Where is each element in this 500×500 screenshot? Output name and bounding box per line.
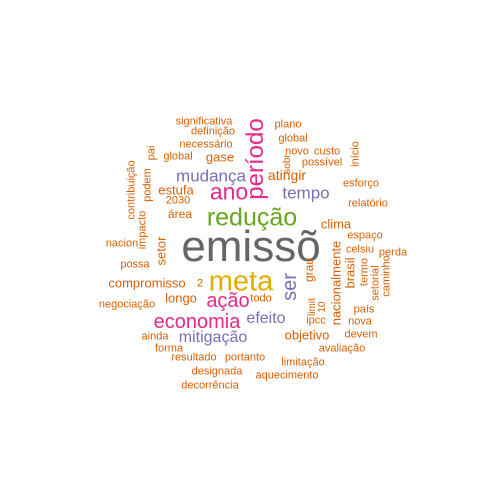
word-cloud-word: 2 — [196, 277, 204, 290]
word-cloud-word: possível — [301, 156, 343, 169]
word-cloud-word: relatório — [348, 197, 388, 210]
word-cloud-word: emissõ — [181, 222, 321, 271]
word-cloud-word: perda — [378, 246, 408, 259]
word-cloud-word: estufa — [158, 182, 194, 198]
word-cloud-word: ipcc — [306, 314, 326, 327]
word-cloud-word: compromisso — [108, 275, 186, 291]
word-cloud-word: significativa — [175, 115, 233, 128]
word-cloud-word: longo — [165, 290, 197, 306]
word-cloud-word: mitigação — [178, 329, 248, 346]
word-cloud-word: nova — [348, 315, 372, 328]
word-cloud-word: 10 — [317, 301, 328, 313]
word-cloud-word: gase — [205, 149, 235, 165]
word-cloud-word: ainda — [141, 330, 169, 343]
word-cloud-word: objetivo — [284, 327, 330, 343]
word-cloud-word: plano — [274, 118, 302, 131]
word-cloud-word: efeito — [246, 310, 286, 327]
word-cloud-word: área — [167, 207, 193, 221]
word-cloud-word: global — [278, 132, 308, 145]
word-cloud-word: forma — [154, 342, 184, 355]
word-cloud-word: todo — [250, 292, 272, 305]
word-cloud-word: ano — [209, 178, 249, 205]
word-cloud-word: ação — [206, 290, 250, 312]
word-cloud-word: avaliação — [318, 342, 366, 355]
word-cloud-word: economia — [153, 311, 241, 333]
word-cloud-word: atingir — [267, 167, 307, 183]
word-cloud-word: portanto — [224, 351, 266, 364]
word-cloud-word: celsiu — [345, 243, 375, 256]
word-cloud-word: grau — [302, 257, 316, 283]
word-cloud-word: clima — [320, 216, 352, 232]
word-cloud-word: sobr — [282, 154, 293, 174]
word-cloud-word: decorrência — [181, 379, 239, 392]
word-cloud-word: aquecimento — [255, 369, 319, 382]
word-cloud-word: impacto — [136, 210, 149, 250]
word-cloud-word: limit — [307, 298, 318, 316]
word-cloud-word: setor — [153, 236, 169, 266]
word-cloud-word: devem — [344, 328, 378, 341]
word-cloud-word: nacion — [105, 237, 139, 250]
word-cloud-word: definição — [190, 125, 236, 138]
word-cloud-word: tempo — [282, 183, 330, 203]
word-cloud-word: global — [163, 150, 193, 163]
word-cloud-word: espaço — [347, 229, 383, 242]
word-cloud-word: meta — [208, 265, 274, 298]
word-cloud-word: negociação — [98, 298, 156, 311]
word-cloud-word: brasil — [342, 257, 358, 289]
word-cloud-word: possa — [120, 258, 150, 271]
word-cloud-word: novo — [285, 145, 309, 158]
word-cloud-word: limitação — [281, 356, 325, 369]
word-cloud-word: esforço — [342, 177, 380, 190]
word-cloud-word: custo — [313, 145, 341, 158]
word-cloud-word: início — [349, 141, 362, 167]
word-cloud-word: pai — [145, 145, 158, 161]
word-cloud-word: necessário — [179, 138, 233, 151]
word-cloud-word: nacionalmente — [328, 240, 344, 326]
word-cloud-word: podem — [141, 168, 154, 202]
word-cloud-word: 2030 — [165, 194, 191, 207]
word-cloud-word: resultado — [171, 351, 217, 364]
word-cloud-word: redução — [206, 203, 298, 232]
word-cloud-word: mudança — [176, 166, 246, 186]
word-cloud-word: caminho — [380, 255, 393, 297]
word-cloud-word: país — [353, 303, 375, 316]
word-cloud-word: setorial — [369, 265, 382, 301]
word-cloud-word: ser — [279, 273, 301, 301]
word-cloud-word: designada — [191, 365, 243, 378]
